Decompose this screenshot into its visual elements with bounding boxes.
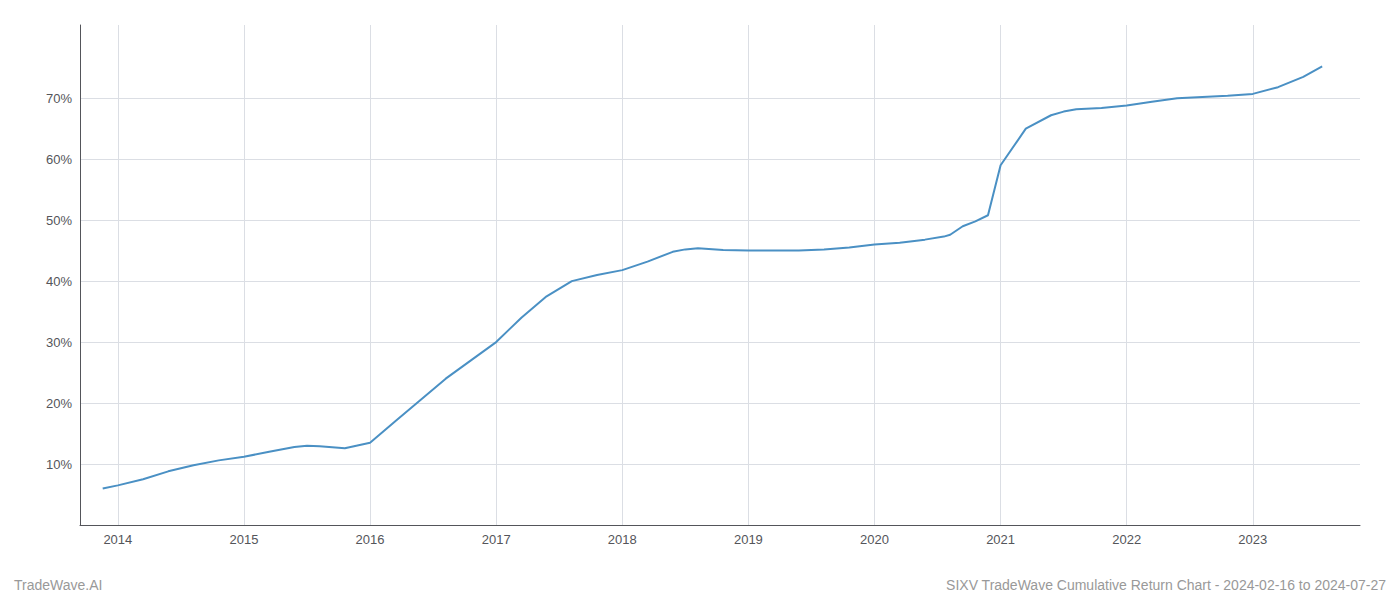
svg-text:10%: 10% xyxy=(46,457,72,472)
svg-text:50%: 50% xyxy=(46,213,72,228)
svg-text:40%: 40% xyxy=(46,274,72,289)
svg-text:2017: 2017 xyxy=(482,532,511,547)
svg-text:SIXV TradeWave Cumulative Retu: SIXV TradeWave Cumulative Return Chart -… xyxy=(946,577,1386,593)
svg-text:2021: 2021 xyxy=(986,532,1015,547)
svg-text:2016: 2016 xyxy=(356,532,385,547)
svg-text:TradeWave.AI: TradeWave.AI xyxy=(14,577,102,593)
svg-text:70%: 70% xyxy=(46,91,72,106)
svg-text:2015: 2015 xyxy=(229,532,258,547)
svg-text:2014: 2014 xyxy=(103,532,132,547)
svg-text:60%: 60% xyxy=(46,152,72,167)
svg-text:20%: 20% xyxy=(46,396,72,411)
svg-text:2019: 2019 xyxy=(734,532,763,547)
svg-text:2023: 2023 xyxy=(1238,532,1267,547)
svg-text:30%: 30% xyxy=(46,335,72,350)
svg-text:2018: 2018 xyxy=(608,532,637,547)
svg-text:2022: 2022 xyxy=(1112,532,1141,547)
svg-text:2020: 2020 xyxy=(860,532,889,547)
